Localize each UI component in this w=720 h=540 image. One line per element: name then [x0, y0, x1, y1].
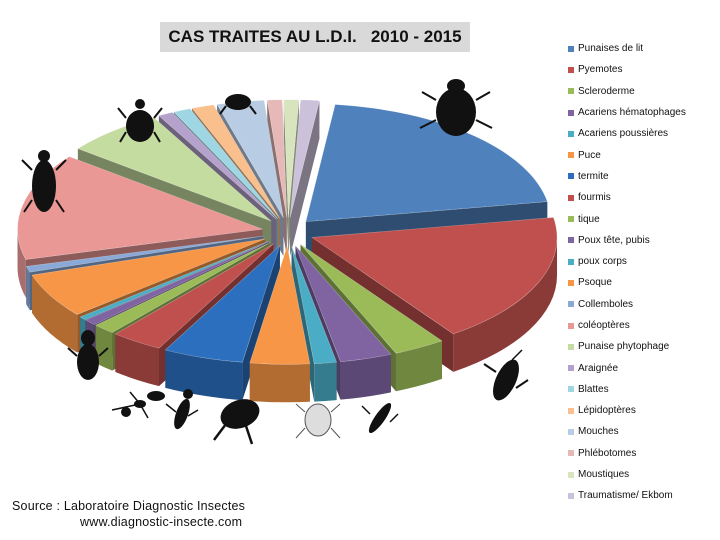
legend-label: poux corps [578, 256, 627, 268]
legend-swatch [568, 471, 574, 478]
legend-item: Poux tête, pubis [568, 230, 718, 251]
legend-item: Psoque [568, 272, 718, 293]
pie-chart [17, 79, 558, 445]
legend-label: Blattes [578, 383, 609, 395]
legend-label: Mouches [578, 426, 619, 438]
legend-item: Puce [568, 144, 718, 165]
termite-icon [67, 330, 109, 380]
legend-item: Mouches [568, 421, 718, 442]
legend-swatch [568, 301, 574, 308]
legend-swatch [568, 322, 574, 329]
legend-label: Acariens hématophages [578, 107, 686, 119]
legend-swatch [568, 45, 574, 52]
legend-item: Pyemotes [568, 59, 718, 80]
tick-icon [117, 99, 163, 143]
legend-item: fourmis [568, 187, 718, 208]
pie-slice-4 [295, 245, 392, 400]
cockroach-icon [483, 349, 529, 401]
pie-slice-6 [249, 246, 311, 403]
legend-label: Poux tête, pubis [578, 234, 650, 246]
legend-item: Acariens hématophages [568, 102, 718, 123]
legend-label: Moustiques [578, 469, 630, 481]
source-line: Source : Laboratoire Diagnostic Insectes [12, 499, 246, 513]
pie-slice-21 [283, 99, 300, 256]
legend-swatch [568, 428, 574, 435]
legend-label: tique [578, 213, 600, 225]
legend-item: Blattes [568, 379, 718, 400]
legend-swatch [568, 130, 574, 137]
legend-label: Scleroderme [578, 85, 635, 97]
legend-swatch [568, 343, 574, 350]
legend-swatch [568, 258, 574, 265]
legend-label: Acariens poussières [578, 128, 669, 140]
legend-item: coléoptères [568, 315, 718, 336]
legend-label: termite [578, 170, 609, 182]
legend-item: Araignée [568, 357, 718, 378]
legend-label: Collemboles [578, 298, 634, 310]
source-note: Source : Laboratoire Diagnostic Insectes… [12, 498, 245, 530]
ant-winged-icon [165, 389, 199, 430]
legend-item: Acariens poussières [568, 123, 718, 144]
insect-icons [21, 79, 529, 445]
legend-swatch [568, 492, 574, 499]
legend-label: Psoque [578, 277, 612, 289]
legend-label: Puce [578, 149, 601, 161]
legend-swatch [568, 88, 574, 95]
legend-item: termite [568, 166, 718, 187]
legend-swatch [568, 365, 574, 372]
mite-icon [219, 94, 257, 115]
legend-item: poux corps [568, 251, 718, 272]
ant-icon [111, 391, 165, 419]
legend-swatch [568, 279, 574, 286]
legend-item: Punaises de lit [568, 38, 718, 59]
legend-swatch [568, 450, 574, 457]
chart-title: CAS TRAITES AU L.D.I. 2010 - 2015 [160, 22, 470, 52]
legend: Punaises de lit Pyemotes Scleroderme Acarie… [568, 38, 718, 507]
legend-swatch [568, 66, 574, 73]
legend-label: Araignée [578, 362, 619, 374]
legend-item: Moustiques [568, 464, 718, 485]
legend-item: Collemboles [568, 294, 718, 315]
dust-mite-icon [295, 403, 341, 439]
legend-label: coléoptères [578, 320, 630, 331]
legend-swatch [568, 237, 574, 244]
legend-item: Lépidoptères [568, 400, 718, 421]
legend-item: Punaise phytophage [568, 336, 718, 357]
pie-slice-7 [164, 244, 281, 401]
beetle-icon [21, 150, 67, 213]
source-website: www.diagnostic-insecte.com [80, 515, 243, 529]
legend-swatch [568, 216, 574, 223]
legend-label: Lépidoptères [578, 405, 636, 417]
legend-label: Punaise phytophage [578, 341, 670, 353]
legend-label: fourmis [578, 192, 611, 204]
legend-item: Phlébotomes [568, 443, 718, 464]
legend-label: Phlébotomes [578, 447, 637, 459]
insect-larva-icon [361, 402, 399, 434]
legend-item: Scleroderme [568, 81, 718, 102]
legend-swatch [568, 194, 574, 201]
legend-item: tique [568, 208, 718, 229]
legend-swatch [568, 407, 574, 414]
legend-label: Punaises de lit [578, 43, 644, 55]
flea-icon [213, 399, 260, 445]
pie-slice-22 [289, 99, 320, 256]
legend-item: Traumatisme/ Ekbom [568, 485, 718, 506]
legend-label: Traumatisme/ Ekbom [578, 490, 673, 502]
legend-swatch [568, 386, 574, 393]
legend-swatch [568, 109, 574, 116]
legend-swatch [568, 152, 574, 159]
legend-label: Pyemotes [578, 64, 623, 76]
legend-swatch [568, 173, 574, 180]
bedbug-icon [419, 79, 493, 136]
